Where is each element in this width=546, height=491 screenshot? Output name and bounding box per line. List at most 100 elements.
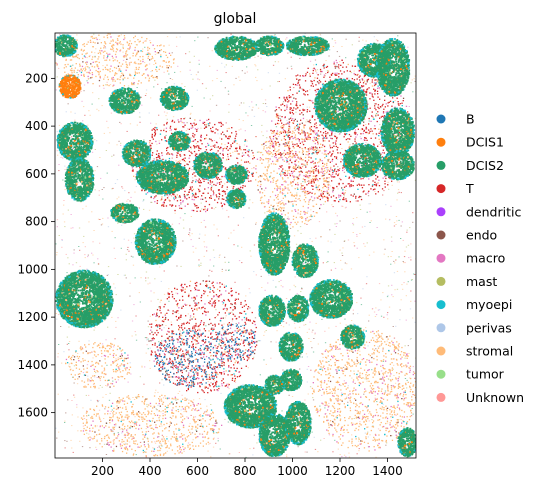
- cell-point: [226, 329, 228, 331]
- cell-point: [299, 109, 301, 112]
- cell-point: [343, 188, 345, 190]
- cell-point: [379, 124, 381, 126]
- cell-point: [247, 179, 249, 181]
- cell-point: [337, 368, 339, 370]
- cell-point: [347, 401, 349, 403]
- cell-point: [292, 118, 294, 120]
- cell-point: [358, 257, 360, 259]
- cell-point: [335, 59, 337, 62]
- cell-point: [146, 344, 148, 346]
- cell-point: [270, 306, 272, 308]
- cell-point: [224, 305, 226, 307]
- cell-point: [245, 349, 247, 351]
- cell-point: [202, 306, 204, 308]
- cell-point: [220, 352, 223, 354]
- cell-point: [279, 152, 282, 154]
- cell-point: [171, 293, 174, 296]
- cell-point: [197, 71, 199, 73]
- cell-point: [219, 371, 221, 374]
- cell-point: [223, 373, 225, 375]
- cell-point: [293, 87, 295, 89]
- cell-point: [161, 329, 163, 331]
- cell-point: [286, 98, 289, 100]
- cell-point: [363, 129, 365, 132]
- cell-point: [200, 127, 202, 129]
- cell-point: [150, 122, 152, 124]
- cell-point: [341, 59, 343, 61]
- cell-point: [348, 452, 350, 454]
- cell-point: [175, 292, 177, 294]
- cell-point: [288, 324, 290, 326]
- cell-point: [263, 334, 265, 336]
- cell-point: [346, 70, 348, 72]
- cell-point: [134, 416, 136, 418]
- cell-point: [132, 264, 135, 266]
- cell-point: [217, 332, 219, 334]
- cell-point: [216, 288, 219, 290]
- cell-point: [84, 257, 86, 259]
- cell-point: [373, 85, 375, 87]
- cell-point: [126, 200, 128, 202]
- cell-point: [239, 349, 241, 351]
- cell-point: [390, 236, 393, 238]
- cell-point: [324, 185, 326, 187]
- cell-point: [108, 69, 110, 71]
- cell-point: [233, 306, 236, 308]
- cell-point: [227, 355, 229, 357]
- cell-point: [377, 414, 379, 416]
- cell-point: [260, 269, 262, 270]
- cell-point: [167, 309, 169, 311]
- cell-point: [336, 149, 338, 151]
- cell-point: [292, 145, 294, 148]
- cell-point: [327, 261, 329, 263]
- cell-point: [296, 192, 298, 194]
- cell-point: [198, 366, 201, 369]
- cell-point: [254, 323, 256, 326]
- cell-point: [174, 347, 176, 350]
- cell-point: [410, 256, 412, 258]
- cell-point: [198, 59, 200, 61]
- cell-point: [96, 140, 98, 142]
- cell-point: [169, 381, 171, 383]
- cell-point: [170, 353, 172, 355]
- cell-point: [317, 130, 320, 132]
- cell-point: [323, 74, 326, 76]
- cell-point: [312, 130, 314, 132]
- cell-point: [370, 77, 373, 79]
- cell-point: [221, 283, 223, 285]
- cell-point: [211, 50, 213, 52]
- cell-point: [213, 389, 216, 391]
- cell-point: [192, 339, 194, 341]
- cell-point: [87, 124, 89, 126]
- cell-point: [232, 151, 234, 153]
- cell-point: [164, 363, 167, 365]
- cell-point: [318, 195, 320, 197]
- cell-point: [208, 374, 210, 376]
- cell-point: [374, 84, 376, 86]
- cell-point: [322, 135, 324, 137]
- cell-point: [192, 378, 194, 380]
- cell-point: [236, 367, 238, 370]
- cell-point: [213, 381, 215, 383]
- cell-point: [216, 146, 218, 148]
- cell-point: [226, 188, 228, 190]
- cell-point: [230, 367, 232, 369]
- cell-point: [229, 357, 231, 360]
- cell-point: [207, 450, 209, 452]
- cell-point: [236, 353, 238, 356]
- cell-point: [181, 355, 183, 358]
- cell-point: [190, 414, 192, 416]
- cell-point: [374, 105, 376, 107]
- cell-point: [361, 187, 364, 189]
- cell-point: [207, 347, 209, 349]
- cell-point: [166, 312, 168, 314]
- cell-point: [130, 221, 132, 223]
- cell-point: [283, 193, 285, 195]
- cell-point: [288, 167, 290, 169]
- cell-point: [230, 287, 232, 290]
- cell-point: [290, 251, 293, 253]
- cell-point: [376, 227, 378, 228]
- cell-point: [86, 268, 88, 270]
- cell-point: [388, 101, 390, 103]
- cell-point: [302, 117, 305, 120]
